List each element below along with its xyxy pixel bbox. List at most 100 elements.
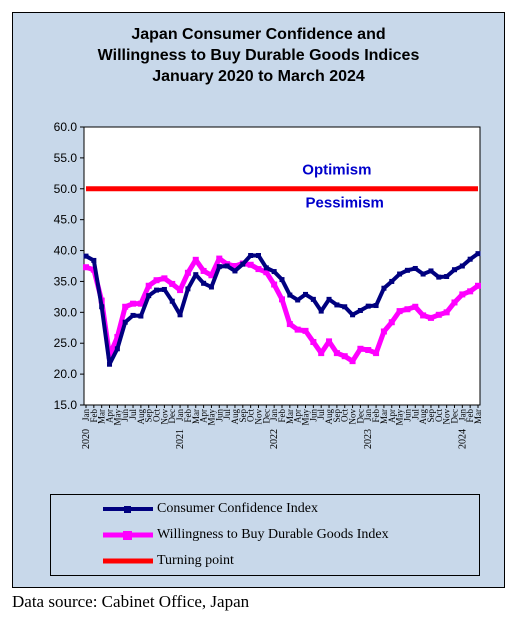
data-point-series-0 — [303, 291, 309, 297]
data-point-series-1 — [263, 269, 270, 276]
data-point-series-1 — [459, 291, 466, 298]
x-tick-label: Dec — [261, 409, 271, 424]
x-tick-label: Nov — [442, 409, 452, 425]
x-tick-label: May — [206, 409, 216, 426]
chart-title-line-3: January 2020 to March 2024 — [152, 68, 365, 85]
data-point-series-0 — [216, 264, 222, 270]
plot-area — [83, 126, 481, 406]
data-point-series-0 — [295, 297, 301, 303]
data-point-series-1 — [122, 303, 129, 310]
data-point-series-0 — [357, 307, 363, 313]
data-point-series-1 — [326, 338, 333, 345]
legend-label-turning-point: Turning point — [157, 553, 234, 568]
annotation-0: Optimism — [302, 162, 371, 179]
x-tick-label: Apr — [387, 409, 397, 423]
chart-title-line-2: Willingness to Buy Durable Goods Indices — [97, 47, 420, 64]
chart-title: Japan Consumer Confidence and Willingnes… — [12, 24, 505, 87]
x-tick-label: Feb — [371, 409, 381, 423]
legend-swatch-consumer-confidence — [103, 506, 153, 513]
y-tick-label: 60.0 — [54, 120, 78, 134]
data-point-series-1 — [169, 280, 176, 287]
data-point-series-0 — [224, 263, 230, 269]
x-tick-label: Dec — [449, 409, 459, 424]
chart-title-line-1: Japan Consumer Confidence and — [131, 26, 386, 43]
y-tick-label: 50.0 — [54, 182, 78, 196]
data-point-series-0 — [287, 292, 293, 298]
data-point-series-0 — [428, 268, 434, 274]
x-tick-label: Apr — [199, 409, 209, 423]
data-point-series-1 — [83, 264, 89, 271]
data-point-series-0 — [310, 296, 316, 302]
data-point-series-1 — [412, 303, 419, 310]
x-tick-label: Sep — [144, 409, 154, 423]
data-point-series-0 — [436, 274, 442, 280]
data-point-series-0 — [318, 308, 324, 314]
data-point-series-0 — [193, 272, 199, 278]
x-tick-label: Mar — [379, 409, 389, 424]
y-tick-label: 35.0 — [54, 274, 78, 288]
source-note: Data source: Cabinet Office, Japan — [12, 592, 250, 611]
y-tick-label: 20.0 — [54, 367, 78, 381]
data-point-series-1 — [435, 311, 442, 318]
y-tick-label: 40.0 — [54, 244, 78, 258]
data-point-series-1 — [247, 261, 254, 268]
x-year-label: 2023 — [363, 429, 374, 449]
legend-label-consumer-confidence: Consumer Confidence Index — [157, 501, 318, 516]
data-point-series-0 — [334, 302, 340, 308]
legend-swatch-turning-point — [103, 558, 153, 564]
data-point-series-1 — [357, 345, 364, 352]
x-tick-label: Jun — [120, 409, 130, 422]
data-point-series-0 — [146, 293, 152, 299]
data-point-series-0 — [122, 319, 128, 325]
data-point-series-1 — [177, 287, 184, 294]
data-point-series-0 — [404, 267, 410, 273]
data-point-series-1 — [443, 309, 450, 316]
data-point-series-1 — [427, 314, 434, 321]
x-tick-label: Sep — [332, 409, 342, 423]
data-point-series-1 — [192, 256, 199, 263]
x-tick-label: Feb — [277, 409, 287, 423]
data-point-series-0 — [279, 277, 285, 283]
x-tick-label: Jan — [363, 409, 373, 421]
data-point-series-1 — [373, 350, 380, 357]
x-tick-label: Sep — [426, 409, 436, 423]
x-tick-label: Apr — [293, 409, 303, 423]
x-tick-label: May — [301, 409, 311, 426]
data-point-series-1 — [184, 269, 191, 276]
legend: Consumer Confidence Index Willingness to… — [50, 494, 480, 576]
x-tick-label: Mar — [97, 409, 107, 424]
x-year-label: 2021 — [175, 429, 186, 449]
data-point-series-0 — [99, 304, 105, 310]
data-point-series-1 — [404, 306, 411, 313]
data-point-series-1 — [161, 275, 168, 282]
data-point-series-1 — [208, 272, 215, 279]
data-point-series-0 — [444, 274, 450, 280]
data-point-series-1 — [302, 327, 309, 334]
data-point-series-0 — [114, 346, 120, 352]
x-tick-label: Jul — [410, 409, 420, 420]
data-point-series-0 — [201, 280, 207, 286]
data-point-series-0 — [107, 361, 113, 367]
x-tick-label: Nov — [159, 409, 169, 425]
data-point-series-1 — [114, 334, 121, 341]
data-point-series-0 — [208, 284, 214, 290]
data-point-series-1 — [137, 300, 144, 307]
y-tick-label: 45.0 — [54, 213, 78, 227]
data-point-series-1 — [279, 296, 285, 303]
x-tick-label: May — [112, 409, 122, 426]
data-point-series-1 — [333, 350, 340, 357]
data-point-series-0 — [185, 286, 191, 292]
data-point-series-0 — [130, 312, 136, 318]
y-tick-label: 15.0 — [54, 398, 78, 412]
x-tick-label: Jan — [457, 409, 467, 421]
data-point-series-0 — [412, 265, 418, 271]
data-point-series-1 — [153, 277, 160, 284]
data-point-series-1 — [130, 300, 137, 307]
data-point-series-0 — [169, 298, 175, 304]
data-point-series-1 — [451, 299, 458, 306]
x-tick-label: Jan — [81, 409, 91, 421]
data-point-series-0 — [232, 268, 238, 274]
data-point-series-0 — [248, 252, 254, 258]
x-tick-label: Oct — [340, 409, 350, 422]
data-point-series-0 — [389, 278, 395, 284]
